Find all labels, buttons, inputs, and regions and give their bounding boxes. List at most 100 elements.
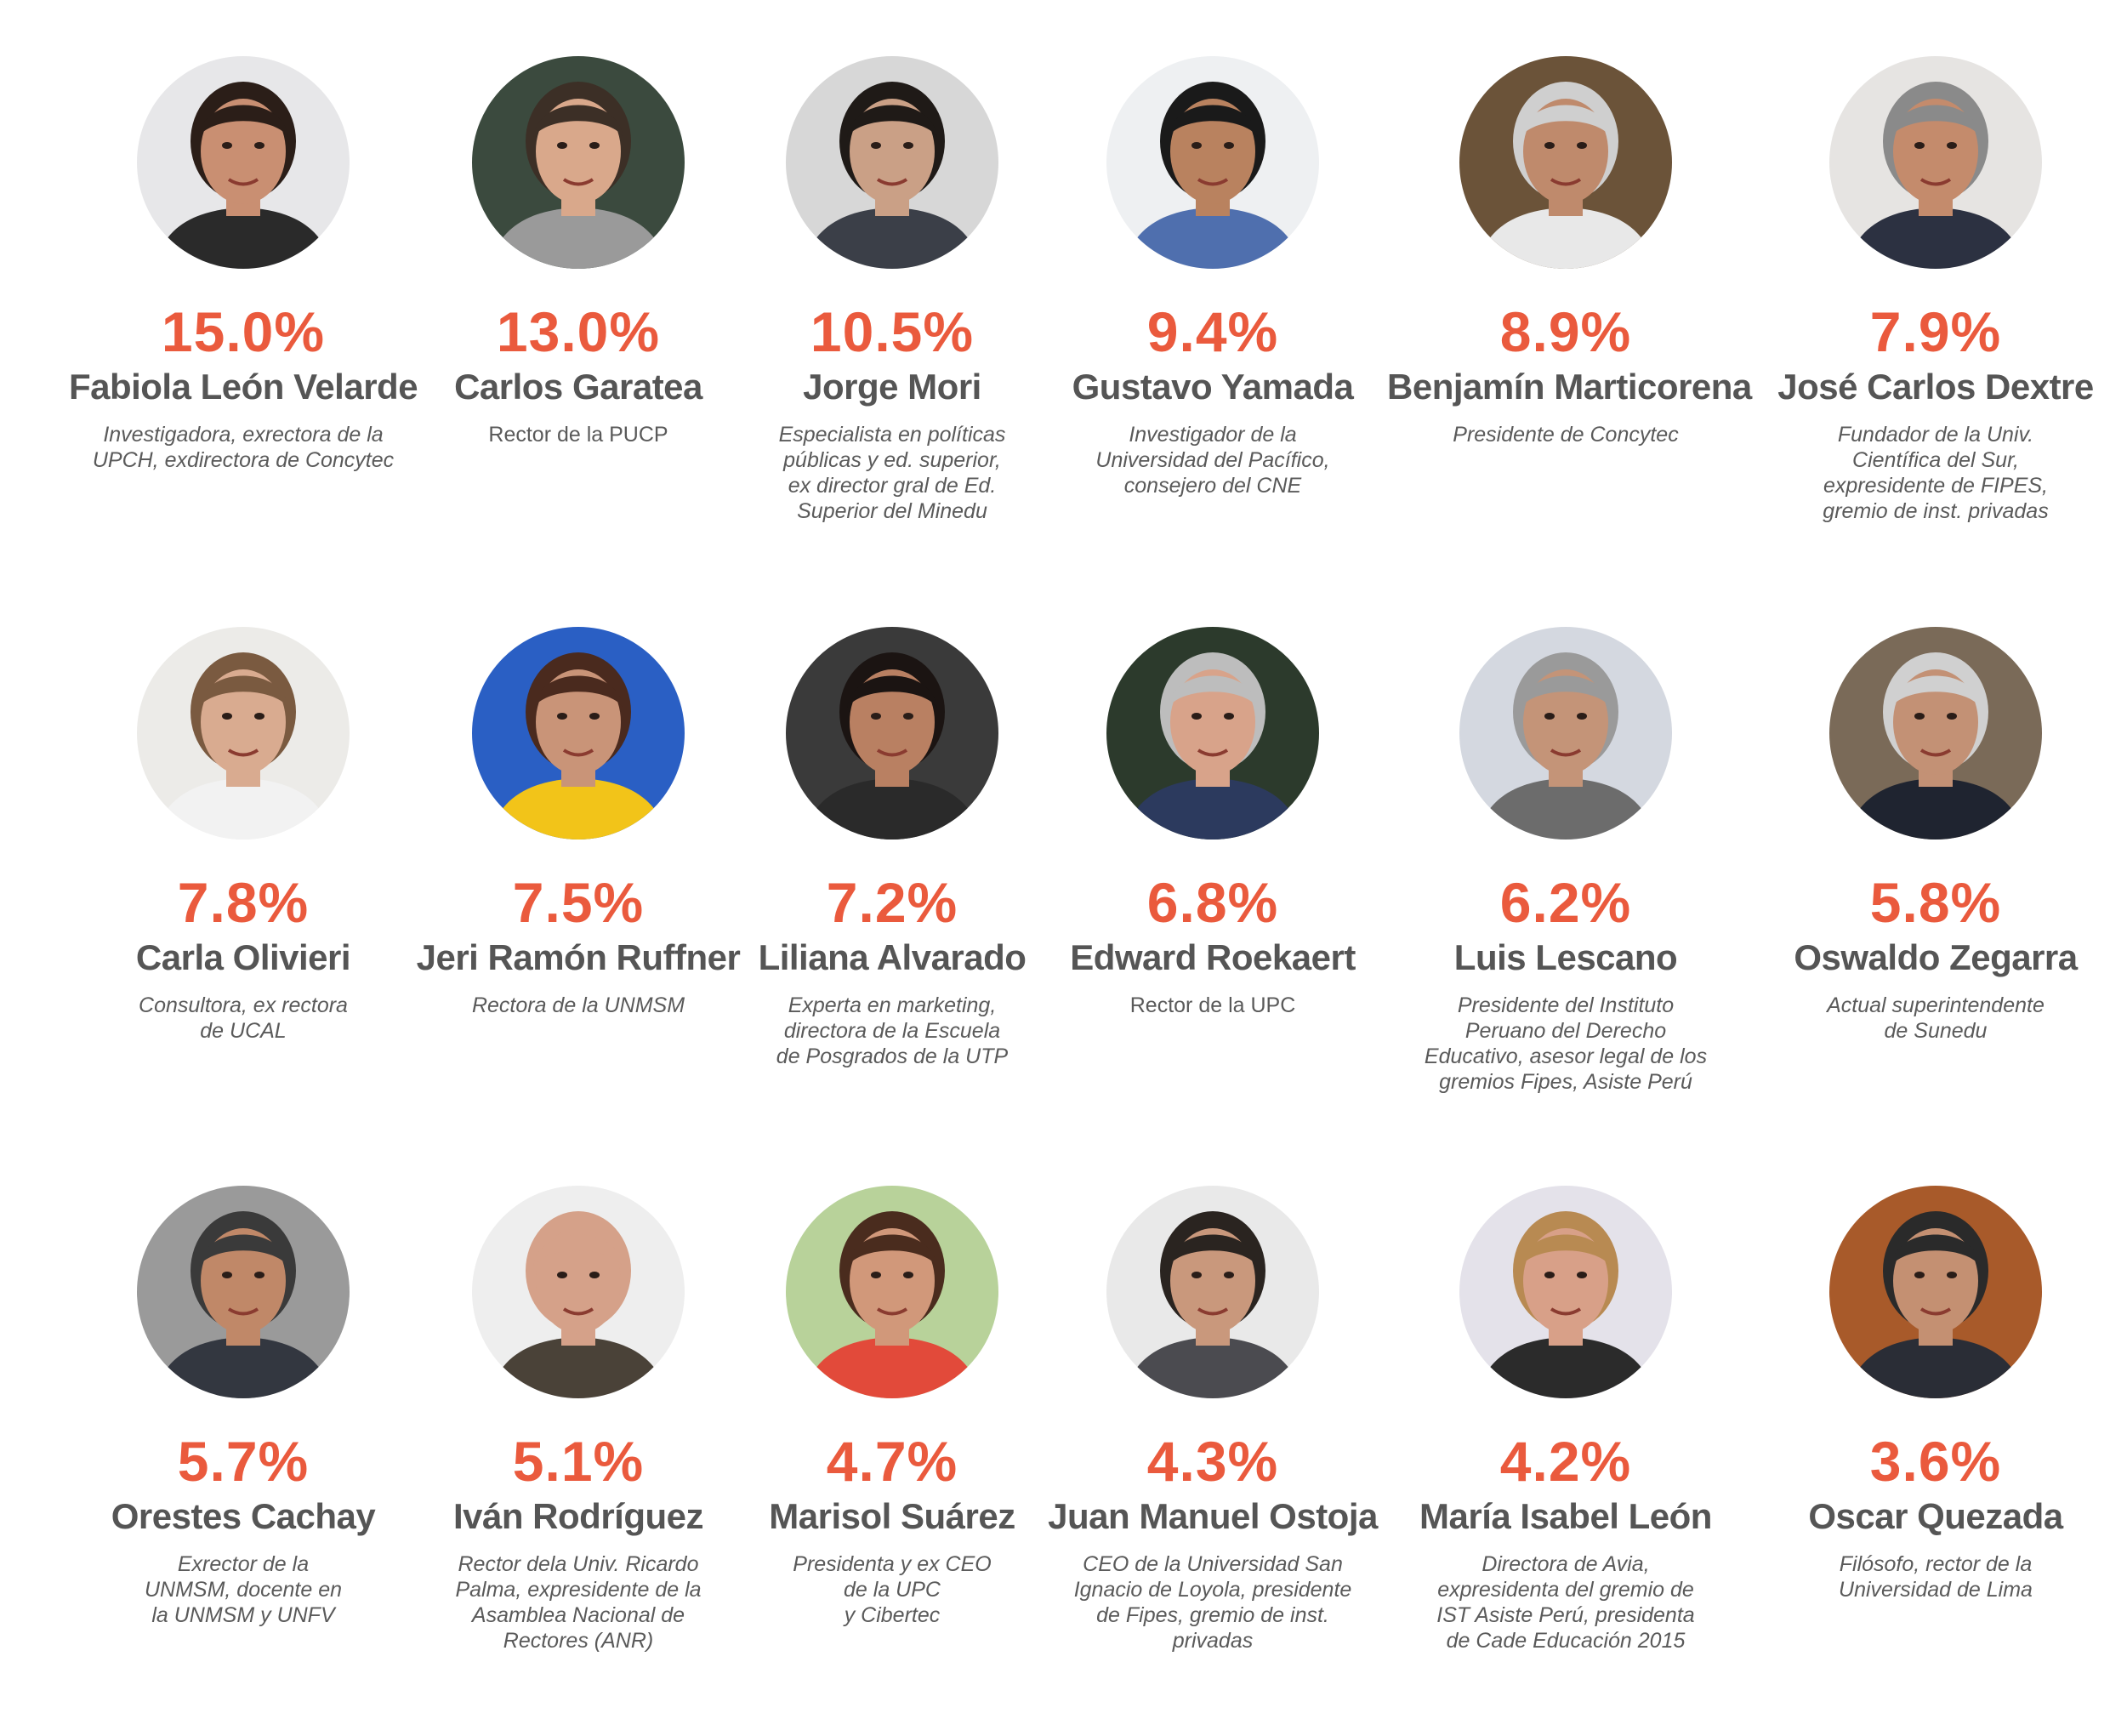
person-description: Experta en marketing, directora de la Es…	[776, 993, 1009, 1068]
portrait-photo	[1459, 1186, 1672, 1398]
percentage: 7.8%	[177, 871, 310, 934]
profile-card: 15.0% Fabiola León Velarde Investigadora…	[65, 56, 422, 473]
portrait-photo	[1829, 627, 2042, 840]
portrait-woman-dark-hair	[137, 56, 350, 269]
profile-card: 5.8% Oswaldo Zegarra Actual superintende…	[1757, 627, 2114, 1044]
profile-card: 4.2% María Isabel León Directora de Avia…	[1387, 1186, 1744, 1653]
portrait-photo	[1459, 627, 1672, 840]
percentage: 4.2%	[1499, 1430, 1632, 1493]
person-name: Oswaldo Zegarra	[1794, 937, 2078, 977]
percentage: 5.7%	[177, 1430, 310, 1493]
profile-card: 7.8% Carla Olivieri Consultora, ex recto…	[65, 627, 422, 1044]
portrait-man-smiling	[1106, 56, 1319, 269]
portrait-photo	[1106, 56, 1319, 269]
person-name: Jeri Ramón Ruffner	[416, 937, 741, 977]
portrait-photo	[786, 627, 998, 840]
percentage: 13.0%	[496, 300, 661, 363]
portrait-woman-glasses	[472, 627, 685, 840]
portrait-photo	[137, 627, 350, 840]
portrait-man-glasses-suit	[786, 56, 998, 269]
profile-card: 8.9% Benjamín Marticorena Presidente de …	[1387, 56, 1752, 447]
percentage: 8.9%	[1499, 300, 1632, 363]
person-description: Investigador de la Universidad del Pacíf…	[1095, 423, 1330, 498]
portrait-man-suit	[137, 1186, 350, 1398]
person-description: Filósofo, rector de la Universidad de Li…	[1839, 1552, 2033, 1602]
portrait-man-glasses-suit	[1829, 627, 2042, 840]
person-description: Fundador de la Univ. Científica del Sur,…	[1823, 423, 2049, 523]
percentage: 7.2%	[826, 871, 958, 934]
profile-card: 9.4% Gustavo Yamada Investigador de la U…	[1034, 56, 1391, 498]
percentage: 6.8%	[1146, 871, 1279, 934]
person-name: Edward Roekaert	[1070, 937, 1356, 977]
profile-card: 4.7% Marisol Suárez Presidenta y ex CEO …	[714, 1186, 1071, 1628]
portrait-photo	[472, 56, 685, 269]
profile-card: 7.5% Jeri Ramón Ruffner Rectora de la UN…	[400, 627, 757, 1018]
portrait-woman-long-hair	[137, 627, 350, 840]
portrait-photo	[1106, 627, 1319, 840]
percentage: 15.0%	[161, 300, 326, 363]
portrait-woman-smiling	[786, 1186, 998, 1398]
person-description: Consultora, ex rectora de UCAL	[139, 993, 348, 1043]
person-name: Luis Lescano	[1453, 937, 1678, 977]
person-name: Jorge Mori	[803, 367, 981, 407]
profile-card: 6.2% Luis Lescano Presidente del Institu…	[1387, 627, 1744, 1095]
profile-card: 4.3% Juan Manuel Ostoja CEO de la Univer…	[1034, 1186, 1391, 1653]
portrait-photo	[1106, 1186, 1319, 1398]
person-name: Iván Rodríguez	[452, 1496, 704, 1536]
portrait-man-glasses	[472, 56, 685, 269]
person-name: Carla Olivieri	[135, 937, 351, 977]
portrait-woman-blonde	[1459, 1186, 1672, 1398]
portrait-man-beard	[1106, 1186, 1319, 1398]
percentage: 7.5%	[512, 871, 645, 934]
portrait-photo	[786, 1186, 998, 1398]
portrait-man-suit	[1106, 627, 1319, 840]
percentage: 10.5%	[810, 300, 975, 363]
person-description: Presidente de Concytec	[1453, 423, 1679, 447]
percentage: 5.8%	[1869, 871, 2002, 934]
person-name: Orestes Cachay	[111, 1496, 376, 1536]
portrait-man-suit	[1829, 1186, 2042, 1398]
portrait-photo	[1459, 56, 1672, 269]
portrait-photo	[137, 56, 350, 269]
portrait-photo	[472, 627, 685, 840]
person-name: Gustavo Yamada	[1072, 367, 1354, 407]
person-name: Carlos Garatea	[454, 367, 702, 407]
person-name: Fabiola León Velarde	[68, 367, 418, 407]
person-description: Presidenta y ex CEO de la UPC y Cibertec	[793, 1552, 992, 1627]
profile-card: 6.8% Edward Roekaert Rector de la UPC	[1034, 627, 1391, 1018]
person-name: Juan Manuel Ostoja	[1048, 1496, 1378, 1536]
portrait-man-gray-hair	[1459, 56, 1672, 269]
portrait-photo	[786, 56, 998, 269]
profile-card: 5.1% Iván Rodríguez Rector dela Univ. Ri…	[400, 1186, 757, 1653]
portrait-man-glasses-tie	[1829, 56, 2042, 269]
percentage: 3.6%	[1869, 1430, 2002, 1493]
person-description: Rector dela Univ. Ricardo Palma, expresi…	[455, 1552, 702, 1653]
profile-card: 7.9% José Carlos Dextre Fundador de la U…	[1757, 56, 2114, 524]
person-description: Presidente del Instituto Peruano del Der…	[1424, 993, 1708, 1094]
person-description: Especialista en políticas públicas y ed.…	[778, 423, 1006, 523]
portrait-photo	[137, 1186, 350, 1398]
person-description: Rectora de la UNMSM	[471, 993, 685, 1017]
person-name: Marisol Suárez	[769, 1496, 1015, 1536]
percentage: 4.7%	[826, 1430, 958, 1493]
person-name: José Carlos Dextre	[1777, 367, 2094, 407]
portrait-man-bald	[472, 1186, 685, 1398]
person-name: Liliana Alvarado	[758, 937, 1027, 977]
profile-card: 5.7% Orestes Cachay Exrector de la UNMSM…	[65, 1186, 422, 1628]
percentage: 4.3%	[1146, 1430, 1279, 1493]
portrait-photo	[1829, 56, 2042, 269]
percentage: 9.4%	[1146, 300, 1279, 363]
person-description: Actual superintendente de Sunedu	[1827, 993, 2045, 1043]
person-description: Exrector de la UNMSM, docente en la UNMS…	[144, 1552, 343, 1627]
person-description: Rector de la PUCP	[488, 423, 668, 447]
person-name: Benjamín Marticorena	[1387, 367, 1752, 407]
percentage: 5.1%	[512, 1430, 645, 1493]
profile-card: 13.0% Carlos Garatea Rector de la PUCP	[400, 56, 757, 447]
person-name: María Isabel León	[1419, 1496, 1712, 1536]
percentage: 6.2%	[1499, 871, 1632, 934]
portrait-photo	[1829, 1186, 2042, 1398]
profile-card: 7.2% Liliana Alvarado Experta en marketi…	[714, 627, 1071, 1069]
person-name: Oscar Quezada	[1808, 1496, 2063, 1536]
portrait-man-glasses-suit	[1459, 627, 1672, 840]
